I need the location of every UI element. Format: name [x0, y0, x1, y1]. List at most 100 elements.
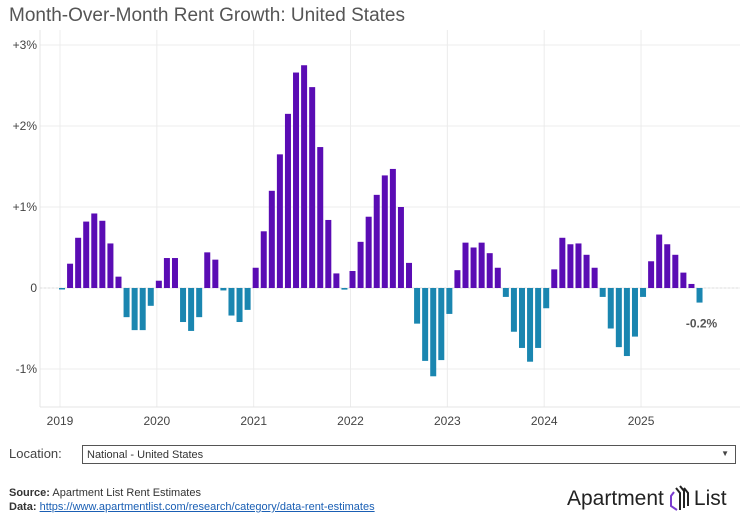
x-tick-label: 2021	[240, 414, 267, 428]
bar	[607, 288, 614, 329]
bar	[430, 288, 437, 377]
bar	[333, 273, 340, 288]
bar	[325, 219, 332, 288]
y-tick-label: +3%	[13, 38, 38, 52]
bar	[115, 276, 122, 288]
apartment-list-logo: Apartment List	[567, 484, 727, 514]
bar	[67, 263, 74, 288]
bar	[75, 237, 82, 288]
bar	[284, 113, 291, 288]
bar	[640, 288, 647, 297]
source-notes: Source: Apartment List Rent Estimates Da…	[9, 486, 375, 514]
bar	[389, 168, 396, 288]
bar	[696, 288, 703, 303]
source-label: Source:	[9, 487, 50, 499]
logo-text-right: List	[693, 487, 727, 510]
y-tick-label: -1%	[16, 362, 38, 376]
x-tick-label: 2019	[47, 414, 74, 428]
bar	[551, 269, 558, 288]
logo-text-left: Apartment	[567, 487, 664, 510]
bar	[527, 288, 534, 362]
location-value: National - United States	[87, 449, 204, 461]
bar	[575, 243, 582, 288]
bar	[599, 288, 606, 297]
bar	[486, 253, 493, 288]
bar	[349, 270, 356, 288]
y-tick-label: 0	[30, 281, 37, 295]
bar	[301, 65, 308, 288]
bar	[510, 288, 517, 332]
bar	[252, 267, 259, 288]
bar-chart: +3% +2% +1% 0 -1% 2019 2020 2021 2022 2023 2024 202…	[13, 30, 740, 428]
bar	[147, 288, 154, 306]
bar	[236, 288, 243, 323]
bar	[478, 242, 485, 288]
bar	[583, 254, 590, 288]
bar	[365, 216, 372, 288]
bar	[204, 252, 211, 288]
bar	[91, 213, 98, 288]
bar	[656, 234, 663, 288]
bar	[414, 288, 421, 324]
bar	[470, 247, 477, 288]
bar	[357, 241, 364, 288]
chart-title: Month-Over-Month Rent Growth: United Sta…	[9, 5, 405, 26]
bar	[543, 288, 550, 309]
bar	[631, 288, 638, 337]
bar	[293, 72, 300, 288]
x-tick-label: 2020	[143, 414, 170, 428]
bar	[494, 267, 501, 288]
bar	[559, 237, 566, 288]
bar	[462, 242, 469, 288]
bar	[648, 261, 655, 288]
bar	[163, 258, 170, 288]
bar	[139, 288, 146, 331]
data-link[interactable]: https://www.apartmentlist.com/research/c…	[39, 501, 375, 513]
bar	[228, 288, 235, 316]
bar	[196, 288, 203, 318]
bar	[309, 87, 316, 289]
bar	[155, 280, 162, 288]
bar	[623, 288, 630, 357]
bar	[268, 190, 275, 288]
x-tick-label: 2023	[434, 414, 461, 428]
bar	[180, 288, 187, 323]
source-text: Apartment List Rent Estimates	[52, 487, 201, 499]
y-tick-label: +2%	[13, 119, 38, 133]
bar	[381, 175, 388, 288]
bar	[535, 288, 542, 348]
bar	[438, 288, 445, 361]
bar	[422, 288, 429, 361]
bar	[397, 207, 404, 288]
bar	[107, 243, 114, 288]
bar	[212, 259, 219, 288]
logo-mark-icon	[669, 485, 689, 511]
bar	[99, 220, 106, 288]
x-tick-label: 2025	[628, 414, 655, 428]
bar	[664, 244, 671, 288]
bar	[276, 154, 283, 288]
bar	[446, 288, 453, 314]
location-select[interactable]: National - United States ▼	[82, 445, 736, 464]
bar	[220, 288, 227, 291]
bar	[680, 272, 687, 288]
bar	[317, 147, 324, 288]
bar	[83, 221, 90, 288]
dropdown-arrow-icon[interactable]: ▼	[721, 449, 729, 458]
bar	[59, 288, 65, 290]
y-tick-label: +1%	[13, 200, 38, 214]
data-label-last: -0.2%	[686, 317, 718, 331]
bar	[373, 194, 380, 288]
bar	[591, 267, 598, 288]
bar	[688, 283, 695, 288]
bar	[615, 288, 622, 348]
x-tick-label: 2024	[531, 414, 558, 428]
bar	[672, 254, 679, 288]
bar	[188, 288, 195, 331]
bar	[502, 288, 509, 297]
bar	[341, 288, 348, 290]
bar	[518, 288, 525, 348]
bar	[123, 288, 130, 318]
location-label: Location:	[9, 446, 62, 461]
x-tick-label: 2022	[337, 414, 364, 428]
